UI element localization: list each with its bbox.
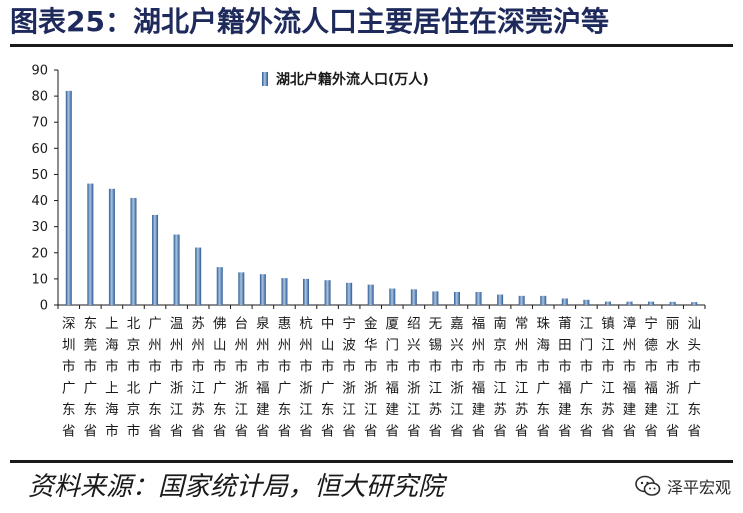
bar bbox=[216, 267, 223, 305]
x-category-label: 东莞市广东省 bbox=[84, 316, 98, 440]
bar bbox=[497, 294, 504, 305]
x-category-label: 温州市浙江省 bbox=[170, 316, 184, 440]
y-tick-label: 40 bbox=[31, 194, 48, 209]
x-category-label: 惠州市广东省 bbox=[278, 316, 292, 440]
x-category-label: 苏州市江苏省 bbox=[191, 316, 205, 440]
x-category-label: 厦门市福建省 bbox=[386, 316, 400, 440]
x-axis: 深圳市广东省东莞市广东省上海市上海市北京市北京市广州市广东省温州市浙江省苏州市江… bbox=[57, 304, 706, 440]
bar bbox=[410, 289, 417, 305]
y-tick-label: 30 bbox=[31, 220, 48, 235]
x-category-label: 无锡市江苏省 bbox=[429, 316, 443, 440]
bar bbox=[518, 295, 525, 305]
footer-divider bbox=[10, 460, 733, 463]
x-category-label: 金华市浙江省 bbox=[364, 316, 378, 440]
bar bbox=[65, 90, 72, 305]
x-category-label: 镇江市江苏省 bbox=[601, 316, 615, 440]
bar bbox=[648, 301, 655, 305]
bar bbox=[259, 274, 266, 305]
bar-chart: 0 10 20 30 40 50 60 70 80 90 深圳市广东省东莞市广东省上海市上海市北京… bbox=[31, 64, 706, 440]
y-tick-label: 70 bbox=[31, 116, 48, 131]
x-category-label: 丽水市浙江省 bbox=[666, 316, 680, 440]
bar bbox=[108, 188, 115, 305]
y-tick-label: 10 bbox=[31, 272, 48, 287]
x-category-label: 上海市上海市 bbox=[105, 316, 119, 440]
bar bbox=[626, 301, 633, 305]
bar bbox=[152, 214, 159, 305]
x-category-label: 佛山市广东省 bbox=[213, 316, 227, 440]
bar bbox=[540, 295, 547, 305]
bar bbox=[238, 272, 245, 305]
x-category-label: 珠海市广东省 bbox=[537, 316, 551, 440]
bar bbox=[475, 291, 482, 305]
legend-label: 湖北户籍外流人口(万人) bbox=[276, 71, 429, 88]
x-category-label: 嘉兴市浙江省 bbox=[450, 316, 464, 440]
x-category-label: 福州市福建省 bbox=[472, 316, 486, 440]
bar bbox=[691, 302, 698, 305]
bar bbox=[367, 284, 374, 305]
legend-swatch bbox=[262, 72, 268, 86]
y-axis: 0 10 20 30 40 50 60 70 80 90 bbox=[31, 64, 59, 314]
bar bbox=[669, 301, 676, 305]
x-category-label: 南京市江苏省 bbox=[493, 316, 507, 440]
x-category-label: 广州市广东省 bbox=[148, 316, 162, 440]
bar bbox=[389, 288, 396, 305]
x-category-label: 江门市广东省 bbox=[580, 316, 594, 440]
x-category-label: 漳州市福建省 bbox=[623, 315, 637, 440]
bar bbox=[281, 278, 288, 305]
y-tick-label: 50 bbox=[31, 168, 48, 183]
chart-title: 图表25：湖北户籍外流人口主要居住在深莞沪等 bbox=[10, 5, 609, 38]
watermark: 泽平宏观 bbox=[635, 472, 731, 500]
x-category-label: 莆田市福建省 bbox=[558, 316, 572, 440]
bar bbox=[346, 282, 353, 305]
x-category-label: 绍兴市浙江省 bbox=[407, 316, 421, 440]
bar bbox=[324, 280, 331, 305]
title-divider bbox=[10, 44, 733, 47]
bar bbox=[303, 278, 310, 305]
x-category-label: 台州市浙江省 bbox=[235, 316, 249, 440]
wechat-icon bbox=[635, 475, 661, 496]
x-category-label: 常州市江苏省 bbox=[515, 316, 529, 440]
bar bbox=[432, 291, 439, 305]
legend: 湖北户籍外流人口(万人) bbox=[262, 71, 429, 88]
bar bbox=[87, 183, 94, 305]
bar bbox=[130, 197, 137, 305]
bar bbox=[561, 298, 568, 305]
watermark-text: 泽平宏观 bbox=[666, 478, 731, 497]
y-tick-label: 20 bbox=[31, 246, 48, 261]
x-category-label: 泉州市福建省 bbox=[256, 315, 270, 440]
y-tick-label: 90 bbox=[31, 64, 48, 79]
bar bbox=[453, 291, 460, 305]
x-category-label: 深圳市广东省 bbox=[62, 316, 76, 440]
bars bbox=[65, 90, 698, 305]
x-category-label: 汕头市广东省 bbox=[687, 316, 701, 440]
bar bbox=[604, 301, 611, 305]
y-tick-label: 0 bbox=[40, 299, 48, 314]
source-note: 资料来源：国家统计局，恒大研究院 bbox=[28, 472, 445, 502]
y-tick-label: 60 bbox=[31, 142, 48, 157]
x-category-label: 中山市广东省 bbox=[321, 316, 335, 440]
x-category-label: 北京市北京市 bbox=[127, 316, 141, 440]
bar bbox=[583, 299, 590, 305]
x-category-label: 宁波市浙江省 bbox=[342, 315, 356, 440]
y-tick-label: 80 bbox=[31, 90, 48, 105]
x-category-label: 杭州市浙江省 bbox=[299, 316, 313, 440]
x-category-label: 宁德市福建省 bbox=[644, 315, 658, 440]
bar bbox=[195, 247, 202, 305]
bar bbox=[173, 234, 180, 305]
